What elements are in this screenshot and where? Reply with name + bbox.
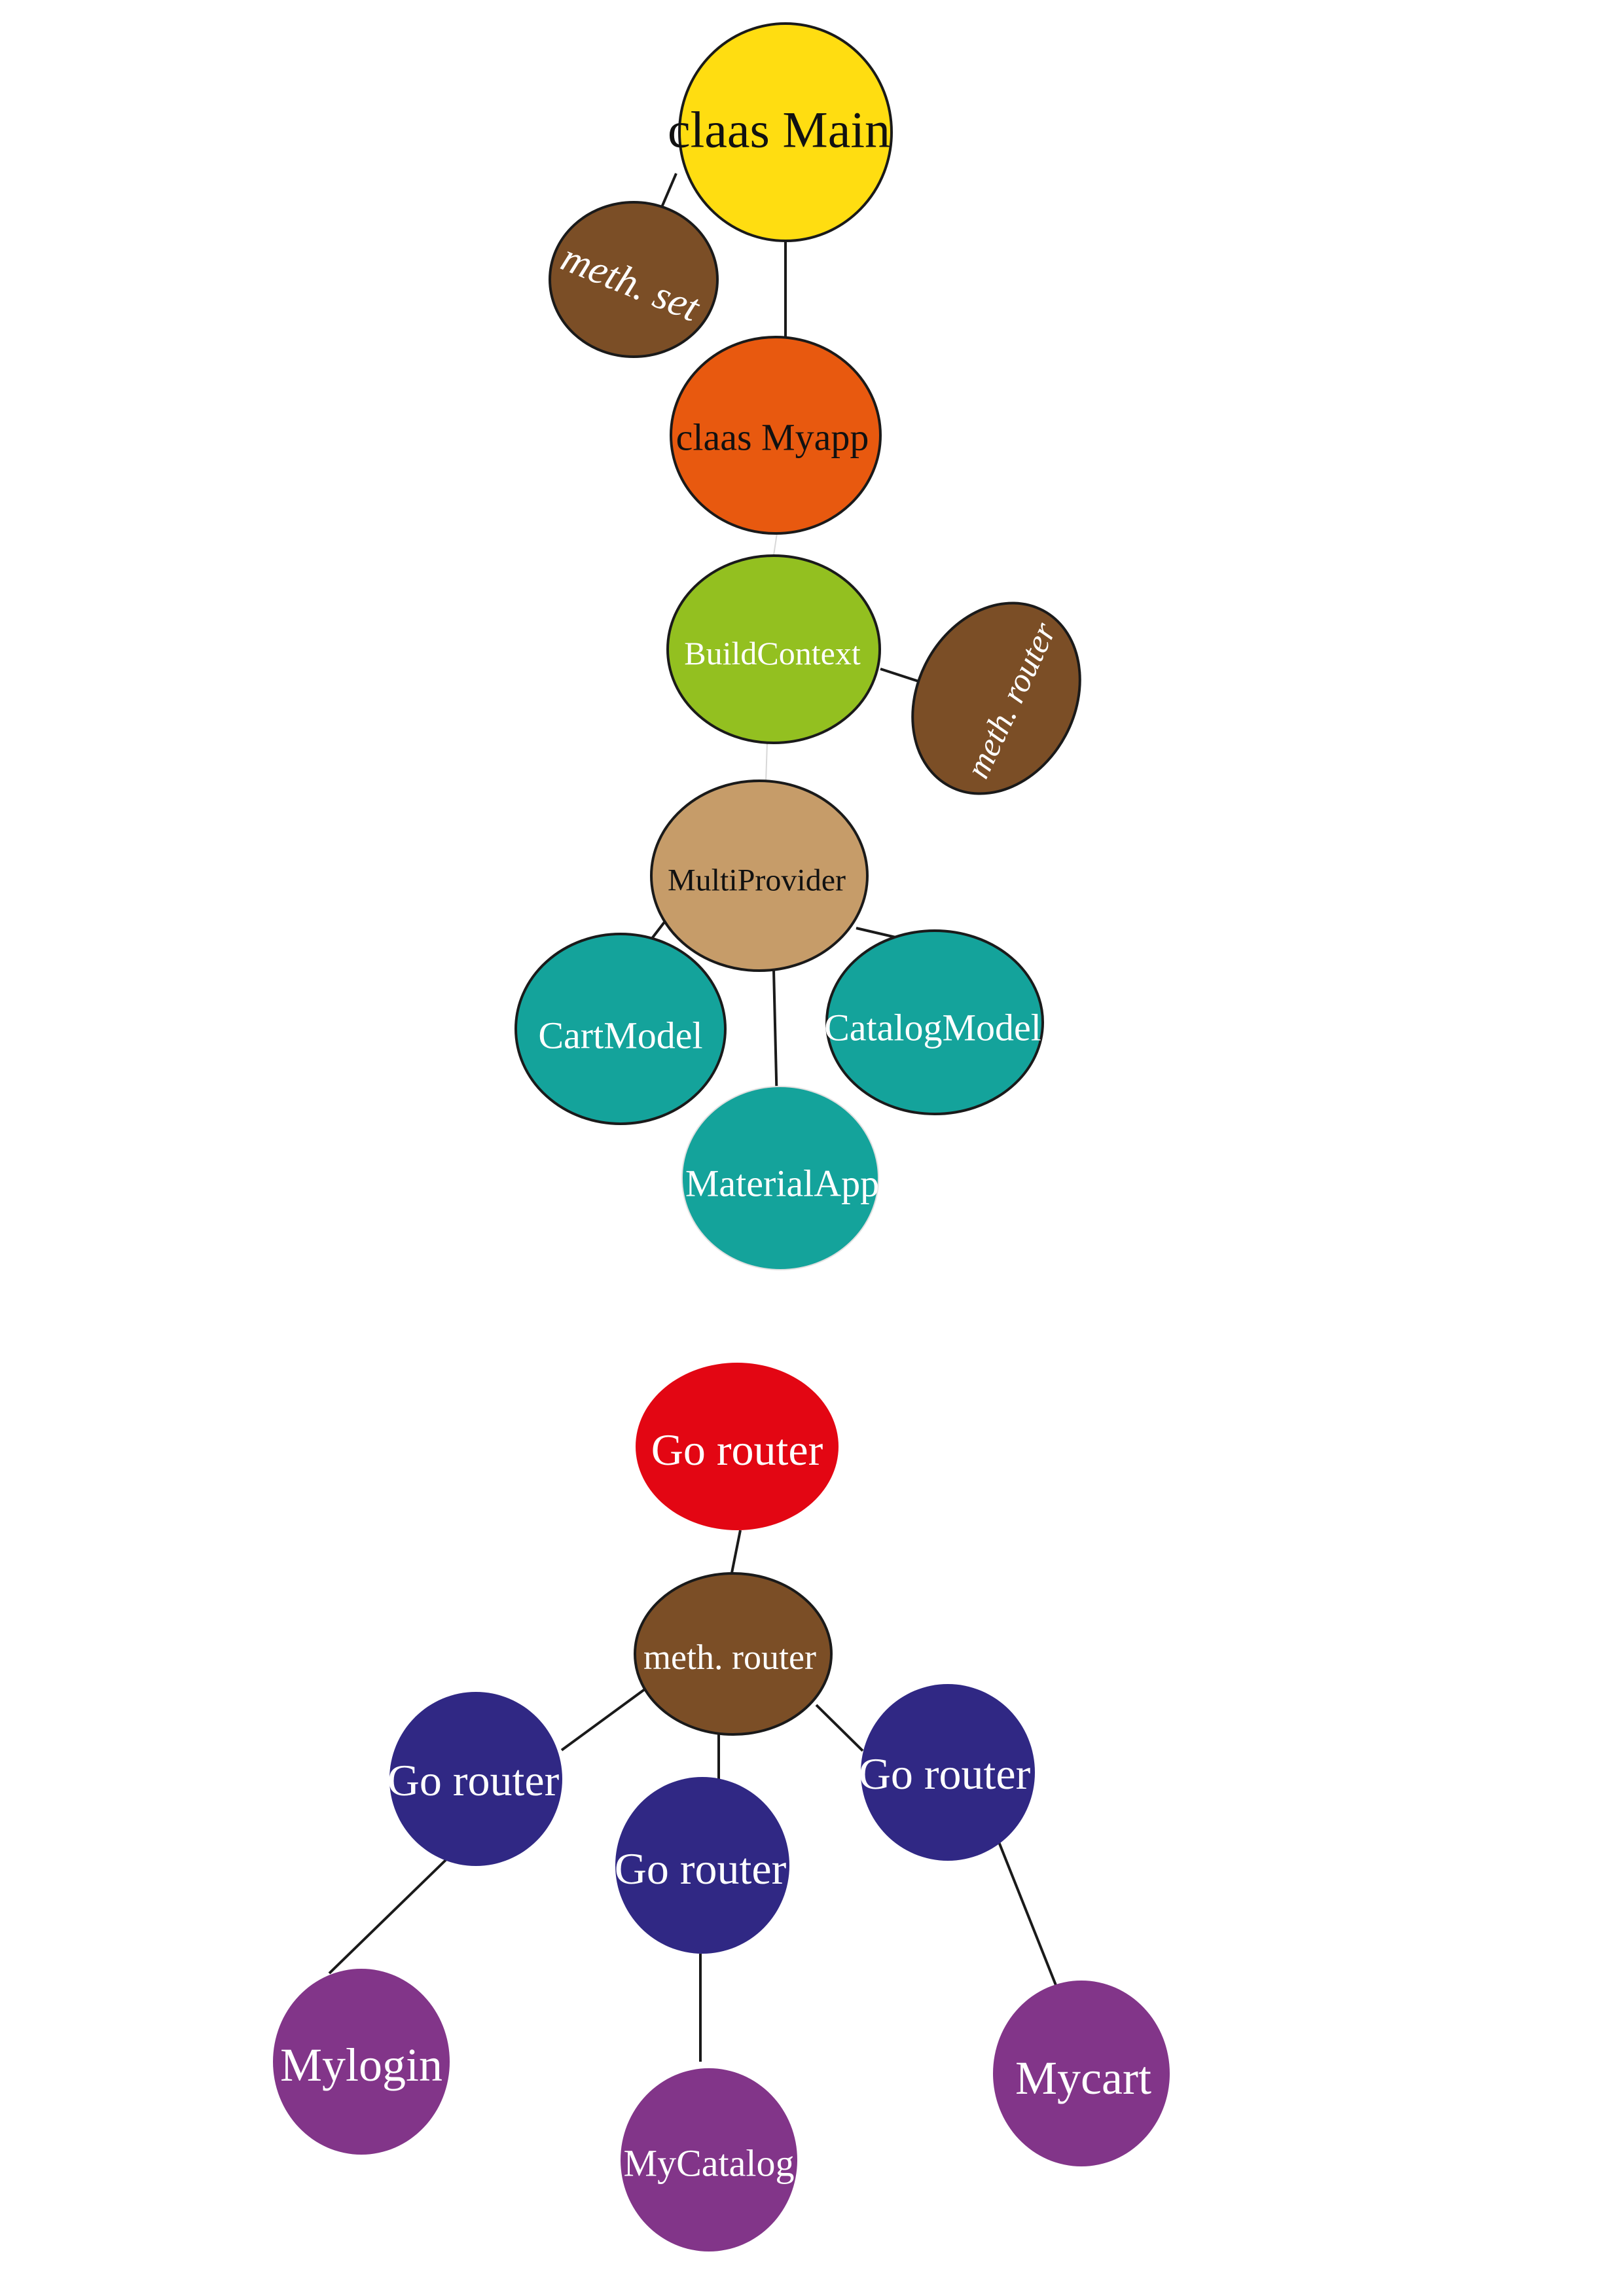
cart-model-label: CartModel xyxy=(538,1014,702,1057)
my-login-ellipse xyxy=(273,1969,450,2155)
edge-gorouter-left-mylogin xyxy=(328,1856,450,1975)
edge-methrouter-gorouter-right xyxy=(815,1704,864,1752)
claas-main-ellipse xyxy=(678,22,893,242)
claas-myapp-ellipse xyxy=(670,336,882,535)
catalog-model-label: CatalogModel xyxy=(824,1007,1041,1049)
go-router-right-ellipse xyxy=(861,1684,1035,1861)
edge-buildcontext-multiprovider xyxy=(765,742,768,783)
cart-model-ellipse xyxy=(514,933,727,1125)
build-context-label: BuildContext xyxy=(684,635,861,672)
node-multi-provider: MultiProvider xyxy=(650,780,869,972)
node-my-catalog: MyCatalog xyxy=(621,2068,797,2251)
node-my-login: Mylogin xyxy=(273,1969,450,2155)
go-router-middle-ellipse xyxy=(615,1777,789,1954)
build-context-ellipse xyxy=(666,554,881,744)
my-catalog-ellipse xyxy=(621,2068,797,2251)
edge-gorouter-right-mycart xyxy=(997,1840,1058,1989)
meth-set-ellipse xyxy=(549,201,719,358)
edge-multiprovider-catalogmodel xyxy=(856,927,896,939)
go-router-middle-label: Go router xyxy=(615,1844,787,1893)
node-go-router-left: Go router xyxy=(388,1692,562,1866)
node-go-router-middle: Go router xyxy=(615,1777,789,1954)
node-claas-myapp: claas Myapp xyxy=(670,336,882,535)
node-my-cart: Mycart xyxy=(993,1981,1170,2166)
node-meth-set: meth. set xyxy=(549,201,719,358)
node-material-app: MaterialApp xyxy=(681,1086,879,1270)
node-catalog-model: CatalogModel xyxy=(824,929,1044,1115)
edge-multiprovider-materialapp xyxy=(772,969,778,1107)
node-build-context: BuildContext xyxy=(666,554,881,744)
go-router-left-ellipse xyxy=(389,1692,562,1866)
meth-router-center-ellipse xyxy=(634,1572,833,1736)
node-meth-router-center: meth. router xyxy=(634,1572,833,1736)
material-app-label: MaterialApp xyxy=(685,1162,879,1205)
go-router-root-label: Go router xyxy=(651,1425,823,1475)
my-cart-label: Mycart xyxy=(1015,2052,1151,2104)
catalog-model-ellipse xyxy=(825,929,1044,1115)
my-cart-ellipse xyxy=(993,1981,1170,2166)
go-router-left-label: Go router xyxy=(388,1755,560,1805)
material-app-ellipse xyxy=(681,1086,879,1270)
node-claas-main: claas Main xyxy=(668,22,893,242)
go-router-right-label: Go router xyxy=(859,1749,1031,1799)
meth-router-side-ellipse xyxy=(911,601,1081,795)
node-meth-router-side: meth. router xyxy=(911,601,1081,795)
node-cart-model: CartModel xyxy=(514,933,727,1125)
go-router-root-ellipse xyxy=(636,1363,839,1530)
node-go-router-right: Go router xyxy=(859,1684,1035,1861)
claas-myapp-label: claas Myapp xyxy=(676,416,869,459)
multi-provider-label: MultiProvider xyxy=(668,863,846,898)
my-catalog-label: MyCatalog xyxy=(624,2142,795,2185)
meth-router-center-label: meth. router xyxy=(643,1638,816,1677)
my-login-label: Mylogin xyxy=(280,2039,442,2091)
claas-main-label: claas Main xyxy=(668,101,890,158)
node-go-router-root: Go router xyxy=(636,1363,839,1530)
multi-provider-ellipse xyxy=(650,780,869,972)
edge-methrouter-gorouter-left xyxy=(560,1681,656,1751)
edge-myapp-buildcontext xyxy=(773,533,778,556)
